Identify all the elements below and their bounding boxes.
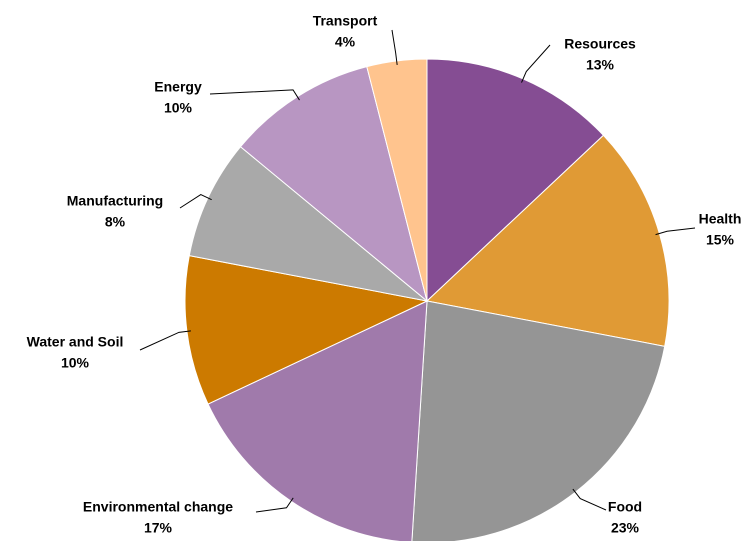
slice-label: Manufacturing — [67, 193, 163, 209]
slice-label: Health — [699, 211, 742, 227]
leader-line — [391, 29, 398, 65]
leader-line — [139, 330, 191, 351]
slice-value-label: 23% — [611, 520, 640, 536]
leader-line — [209, 89, 300, 101]
slice-label: Energy — [154, 79, 202, 95]
leader-line — [572, 488, 607, 511]
leader-line — [655, 227, 696, 236]
slice-value-label: 17% — [144, 520, 173, 536]
slice-value-label: 10% — [164, 100, 193, 116]
leader-line — [255, 497, 294, 513]
slice-label: Water and Soil — [27, 334, 124, 350]
slice-value-label: 13% — [586, 57, 615, 73]
slice-value-label: 15% — [706, 232, 735, 248]
slice-label: Resources — [564, 36, 636, 52]
slice-label: Transport — [313, 13, 378, 29]
leader-line — [521, 44, 551, 83]
slice-value-label: 10% — [61, 355, 90, 371]
slice-value-label: 8% — [105, 214, 126, 230]
slice-label: Environmental change — [83, 499, 233, 515]
slice-label: Food — [608, 499, 642, 515]
leader-line — [179, 193, 212, 209]
slice-value-label: 4% — [335, 34, 356, 50]
